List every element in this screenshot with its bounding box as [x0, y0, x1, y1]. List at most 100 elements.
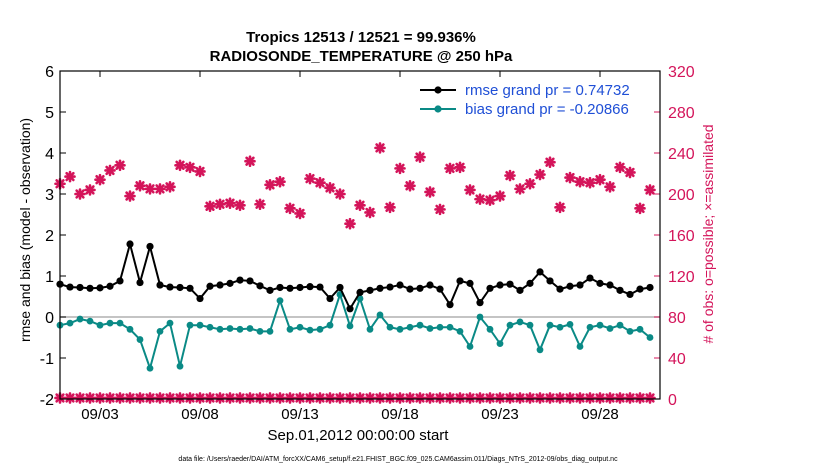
- obs-assimilated-point: [594, 392, 606, 404]
- rmse-point: [416, 284, 424, 292]
- y-left-tick-label: 3: [45, 187, 54, 204]
- bias-point: [636, 325, 644, 333]
- bias-point: [466, 343, 474, 350]
- obs-assimilated-point: [394, 392, 406, 404]
- obs-possible-point: [64, 170, 76, 183]
- y-right-tick-label: 240: [668, 146, 695, 163]
- bias-point: [66, 319, 74, 327]
- obs-possible-point: [74, 188, 86, 200]
- obs-possible-point: [164, 181, 176, 193]
- obs-assimilated-point: [144, 392, 156, 404]
- rmse-point: [596, 279, 604, 287]
- bias-point: [156, 327, 164, 335]
- obs-assimilated-point: [204, 392, 216, 404]
- rmse-point: [356, 288, 364, 296]
- rmse-point: [486, 284, 494, 292]
- obs-possible-point: [474, 193, 486, 205]
- rmse-point: [286, 284, 294, 292]
- obs-assimilated-point: [314, 392, 326, 404]
- bias-point: [406, 323, 414, 331]
- rmse-point: [226, 279, 234, 287]
- obs-possible-point: [314, 176, 326, 189]
- rmse-point: [396, 281, 404, 289]
- bias-point: [506, 321, 514, 329]
- x-tick-label: 09/08: [181, 406, 219, 423]
- obs-possible-point: [224, 197, 236, 210]
- rmse-point: [476, 299, 484, 307]
- obs-possible-point: [154, 183, 166, 195]
- obs-assimilated-point: [184, 392, 196, 404]
- obs-assimilated-point: [194, 392, 206, 404]
- y-right-tick-label: 120: [668, 269, 695, 286]
- x-tick-label: 09/18: [381, 406, 419, 423]
- obs-possible-point: [334, 188, 346, 200]
- rmse-point: [546, 277, 554, 285]
- obs-assimilated-point: [274, 392, 286, 404]
- y-left-tick-label: 2: [45, 228, 54, 245]
- y-left-tick-label: 1: [45, 269, 54, 286]
- rmse-point: [536, 268, 544, 276]
- rmse-point: [506, 280, 514, 288]
- bias-point: [136, 336, 144, 343]
- obs-assimilated-point: [114, 392, 126, 404]
- y-right-tick-label: 200: [668, 187, 695, 204]
- y-left-tick-label: -2: [40, 392, 54, 409]
- bias-point: [76, 315, 84, 323]
- obs-possible-point: [564, 171, 576, 184]
- obs-possible-point: [544, 156, 556, 169]
- obs-possible-point: [84, 184, 96, 196]
- rmse-point: [326, 294, 334, 303]
- obs-assimilated-point: [214, 392, 226, 404]
- obs-assimilated-point: [524, 392, 536, 404]
- obs-assimilated-point: [444, 392, 456, 404]
- bias-point: [416, 321, 424, 329]
- obs-possible-point: [434, 203, 446, 216]
- chart-title-line2: RADIOSONDE_TEMPERATURE @ 250 hPa: [210, 48, 513, 65]
- y-left-tick-label: 5: [45, 105, 54, 122]
- obs-assimilated-point: [164, 392, 176, 404]
- obs-assimilated-point: [324, 392, 336, 404]
- rmse-point: [126, 240, 134, 248]
- obs-possible-point: [604, 181, 616, 193]
- rmse-point: [386, 283, 394, 291]
- bias-point: [166, 319, 174, 327]
- plot-frame: [59, 70, 661, 400]
- bias-point: [616, 321, 624, 329]
- obs-possible-point: [254, 198, 266, 211]
- bias-point: [586, 323, 594, 331]
- bias-point: [516, 318, 524, 326]
- obs-possible-point: [124, 190, 136, 202]
- obs-possible-point: [244, 155, 256, 167]
- obs-possible-point: [464, 184, 476, 196]
- obs-possible-point: [294, 207, 306, 220]
- y-right-tick-label: 40: [668, 351, 686, 368]
- obs-possible-point: [274, 175, 286, 188]
- x-tick-label: 09/28: [581, 406, 619, 423]
- obs-assimilated-point: [354, 392, 366, 404]
- obs-possible-point: [104, 164, 116, 177]
- rmse-point: [606, 281, 614, 289]
- rmse-point: [646, 283, 654, 292]
- bias-point: [456, 327, 464, 335]
- bias-point: [316, 325, 324, 333]
- x-axis-label: Sep.01,2012 00:00:00 start: [268, 427, 450, 444]
- bias-point: [546, 321, 554, 329]
- bias-point: [326, 321, 334, 329]
- obs-assimilated-point: [384, 392, 396, 404]
- bias-point: [476, 313, 484, 321]
- obs-assimilated-point: [614, 392, 626, 404]
- obs-assimilated-point: [154, 392, 166, 404]
- obs-possible-point: [414, 151, 426, 163]
- legend-label: rmse grand pr = 0.74732: [465, 82, 630, 99]
- bias-point: [86, 317, 94, 325]
- obs-possible-point: [634, 202, 646, 215]
- rmse-point: [146, 242, 154, 251]
- obs-possible-point: [234, 199, 246, 212]
- obs-possible-point: [514, 183, 526, 195]
- obs-assimilated-point: [424, 392, 436, 404]
- x-tick-label: 09/03: [81, 406, 119, 423]
- bias-point: [146, 364, 154, 372]
- rmse-point: [556, 285, 564, 293]
- rmse-point: [376, 284, 384, 292]
- y-right-tick-label: 320: [668, 64, 695, 81]
